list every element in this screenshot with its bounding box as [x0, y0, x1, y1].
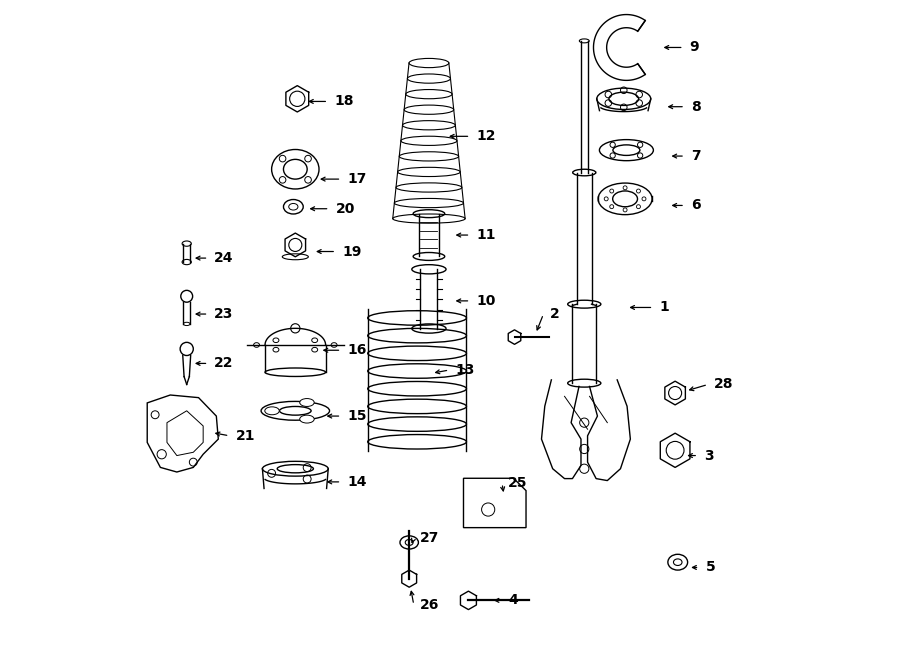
- Text: 10: 10: [476, 294, 496, 308]
- Text: 26: 26: [419, 598, 439, 612]
- Text: 8: 8: [691, 100, 701, 114]
- Text: 11: 11: [476, 228, 496, 242]
- Text: 14: 14: [347, 475, 367, 489]
- Text: 9: 9: [689, 40, 699, 54]
- Text: 13: 13: [455, 363, 474, 377]
- Text: 15: 15: [347, 409, 367, 423]
- Text: 27: 27: [419, 531, 439, 545]
- Text: 17: 17: [347, 172, 366, 186]
- Text: 6: 6: [691, 198, 700, 212]
- Text: 5: 5: [706, 561, 716, 574]
- Text: 2: 2: [549, 307, 559, 321]
- Text: 1: 1: [660, 301, 669, 315]
- Ellipse shape: [265, 407, 279, 414]
- Text: 22: 22: [214, 356, 234, 370]
- Text: 16: 16: [347, 343, 366, 357]
- Text: 23: 23: [214, 307, 234, 321]
- Text: 28: 28: [714, 377, 734, 391]
- Text: 18: 18: [334, 95, 354, 108]
- Ellipse shape: [300, 415, 314, 423]
- Text: 21: 21: [236, 429, 255, 443]
- Text: 12: 12: [476, 130, 496, 143]
- Text: 19: 19: [342, 245, 362, 258]
- Ellipse shape: [300, 399, 314, 407]
- Text: 20: 20: [336, 202, 355, 215]
- Text: 25: 25: [508, 476, 527, 490]
- Text: 24: 24: [214, 251, 234, 265]
- Text: 4: 4: [508, 594, 518, 607]
- Text: 7: 7: [691, 149, 700, 163]
- Text: 3: 3: [704, 449, 714, 463]
